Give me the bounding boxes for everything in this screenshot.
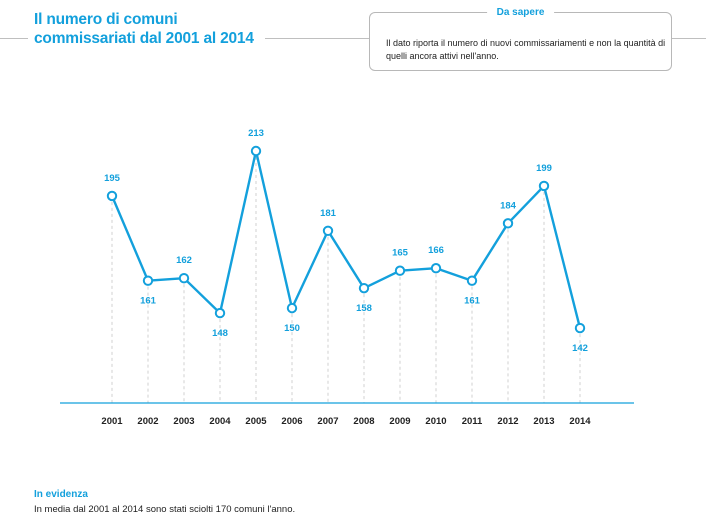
info-box-text: Il dato riporta il numero di nuovi commi… [386, 38, 666, 61]
x-tick-label-2004: 2004 [209, 416, 231, 427]
header-divider-left [0, 38, 28, 39]
x-tick-label-2005: 2005 [245, 416, 267, 427]
data-label-2003: 162 [176, 255, 192, 266]
info-box-title: Da sapere [486, 6, 555, 19]
x-tick-label-2006: 2006 [281, 416, 302, 427]
x-tick-label-2014: 2014 [569, 416, 591, 427]
data-point-2003 [178, 272, 190, 284]
data-point-2004 [214, 307, 226, 319]
data-label-2009: 165 [392, 248, 409, 259]
chart-title-line2: commissariati dal 2001 al 2014 [34, 30, 254, 47]
data-label-2012: 184 [500, 200, 517, 211]
data-label-2001: 195 [104, 173, 121, 184]
x-tick-label-2009: 2009 [389, 416, 410, 427]
data-point-2012 [502, 218, 514, 229]
x-tick-label-2001: 2001 [101, 416, 123, 427]
x-tick-label-2010: 2010 [425, 416, 446, 427]
x-tick-label-2007: 2007 [317, 416, 338, 427]
data-label-2014: 142 [572, 343, 588, 354]
data-point-2001 [106, 190, 118, 202]
x-tick-label-2008: 2008 [353, 416, 374, 427]
data-point-2013 [538, 180, 550, 192]
header-divider-right [672, 38, 706, 39]
x-tick-label-2011: 2011 [462, 416, 483, 427]
data-label-2011: 161 [464, 296, 481, 307]
header-divider-middle [265, 38, 369, 39]
info-box: Da sapere Il dato riporta il numero di n… [369, 6, 672, 71]
data-label-2002: 161 [140, 296, 157, 307]
data-point-2009 [394, 265, 406, 276]
x-tick-label-2013: 2013 [533, 416, 554, 427]
highlight-title: In evidenza [34, 489, 88, 500]
x-tick-label-2003: 2003 [173, 416, 194, 427]
data-label-2010: 166 [428, 245, 444, 256]
data-label-2004: 148 [212, 328, 228, 339]
x-tick-label-2002: 2002 [137, 416, 158, 427]
data-label-2005: 213 [248, 128, 264, 139]
data-point-2005 [250, 145, 262, 157]
chart-title: Il numero di comuni commissariati dal 20… [34, 10, 254, 48]
data-point-2008 [358, 282, 370, 294]
data-label-2006: 150 [284, 323, 300, 334]
series-line [110, 149, 582, 329]
data-point-2010 [430, 263, 442, 274]
data-point-2014 [574, 322, 586, 334]
x-tick-label-2012: 2012 [497, 416, 518, 427]
data-point-2002 [142, 275, 154, 286]
data-label-2013: 199 [536, 163, 552, 174]
data-label-2007: 181 [320, 208, 337, 219]
data-point-2007 [322, 225, 334, 237]
data-point-2011 [466, 275, 478, 286]
highlight-text: In media dal 2001 al 2014 sono stati sci… [34, 504, 296, 515]
data-label-2008: 158 [356, 303, 372, 314]
data-point-2006 [286, 302, 298, 314]
chart-title-line1: Il numero di comuni [34, 11, 178, 28]
